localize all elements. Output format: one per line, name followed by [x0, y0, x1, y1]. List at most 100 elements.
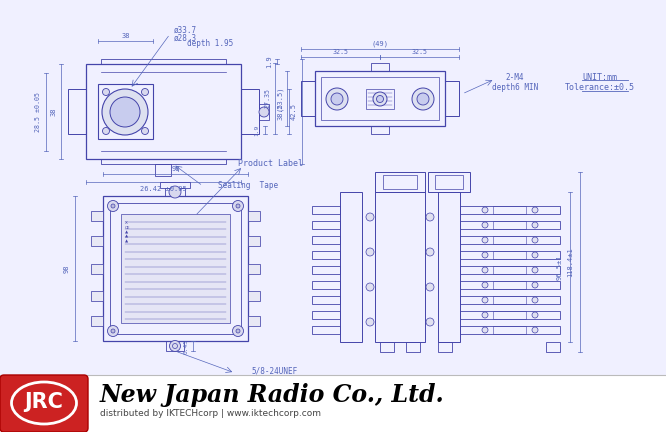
Circle shape: [426, 213, 434, 221]
Text: depth6 MIN: depth6 MIN: [492, 83, 538, 92]
Bar: [248, 316, 260, 326]
Bar: [460, 206, 560, 214]
Text: 1.9: 1.9: [254, 124, 260, 136]
Text: 42.5: 42.5: [291, 103, 297, 120]
Circle shape: [326, 88, 348, 110]
Circle shape: [482, 237, 488, 243]
Bar: [166, 341, 184, 351]
Bar: [312, 236, 340, 244]
Bar: [103, 196, 248, 341]
Bar: [101, 159, 226, 164]
Circle shape: [532, 222, 538, 228]
Bar: [383, 175, 417, 189]
Text: New Japan Radio Co., Ltd.: New Japan Radio Co., Ltd.: [100, 383, 445, 407]
Circle shape: [169, 186, 181, 198]
Bar: [312, 221, 340, 229]
Circle shape: [107, 325, 119, 337]
Bar: [460, 266, 560, 274]
Bar: [160, 182, 190, 188]
Bar: [493, 266, 526, 274]
Bar: [155, 164, 171, 176]
Text: X
CE
▲
▲
▲: X CE ▲ ▲ ▲: [125, 221, 131, 243]
Text: N-Female Connector: N-Female Connector: [233, 377, 316, 385]
Text: 32.5: 32.5: [332, 49, 348, 55]
Bar: [435, 175, 463, 189]
Bar: [301, 81, 315, 116]
Circle shape: [482, 297, 488, 303]
Bar: [312, 251, 340, 259]
Text: 96.5±1: 96.5±1: [557, 254, 563, 280]
Circle shape: [417, 93, 429, 105]
Text: 26.42 ±0.05: 26.42 ±0.05: [140, 186, 187, 192]
Bar: [248, 211, 260, 221]
Bar: [68, 89, 86, 134]
Text: 98: 98: [64, 264, 70, 273]
Circle shape: [532, 282, 538, 288]
Bar: [312, 281, 340, 289]
Circle shape: [111, 329, 115, 333]
Text: Tolerance:±0.5: Tolerance:±0.5: [565, 83, 635, 92]
Bar: [248, 291, 260, 301]
Text: 38.5: 38.5: [278, 103, 284, 120]
Bar: [312, 206, 340, 214]
Circle shape: [103, 127, 109, 134]
Circle shape: [482, 222, 488, 228]
Circle shape: [232, 200, 244, 212]
Circle shape: [170, 340, 180, 352]
Bar: [460, 296, 560, 304]
Circle shape: [482, 327, 488, 333]
Text: 38: 38: [51, 107, 57, 116]
Text: ø28.3: ø28.3: [173, 34, 196, 42]
Bar: [91, 236, 103, 246]
Circle shape: [141, 127, 149, 134]
Text: 0.45: 0.45: [184, 339, 188, 353]
Circle shape: [232, 325, 244, 337]
Circle shape: [366, 283, 374, 291]
Bar: [460, 311, 560, 319]
Circle shape: [141, 89, 149, 95]
Circle shape: [426, 318, 434, 326]
Circle shape: [426, 283, 434, 291]
Circle shape: [107, 200, 119, 212]
Text: 1.9: 1.9: [266, 55, 272, 68]
Bar: [121, 214, 230, 323]
Circle shape: [366, 248, 374, 256]
Text: 118.4±1: 118.4±1: [567, 247, 573, 277]
Bar: [460, 236, 560, 244]
Bar: [321, 77, 439, 120]
Bar: [312, 296, 340, 304]
Bar: [101, 59, 226, 64]
Text: 28.5 ±0.05: 28.5 ±0.05: [35, 92, 41, 132]
Bar: [493, 251, 526, 259]
Text: 38: 38: [121, 33, 130, 39]
Bar: [366, 89, 394, 109]
Bar: [241, 89, 259, 134]
Bar: [340, 192, 362, 342]
FancyBboxPatch shape: [0, 375, 88, 432]
Circle shape: [482, 267, 488, 273]
Bar: [460, 221, 560, 229]
Circle shape: [482, 207, 488, 213]
Circle shape: [373, 92, 387, 106]
Bar: [259, 104, 269, 120]
Bar: [493, 311, 526, 319]
Bar: [91, 316, 103, 326]
Circle shape: [532, 252, 538, 258]
Text: UNIT:mm: UNIT:mm: [583, 73, 617, 82]
Text: 5/8-24UNEF: 5/8-24UNEF: [252, 366, 298, 375]
Circle shape: [103, 89, 109, 95]
Bar: [438, 342, 452, 352]
Circle shape: [532, 267, 538, 273]
Bar: [312, 311, 340, 319]
Bar: [165, 188, 185, 196]
Bar: [248, 236, 260, 246]
Bar: [312, 266, 340, 274]
Bar: [493, 221, 526, 229]
Bar: [110, 203, 241, 334]
Circle shape: [259, 107, 269, 117]
Bar: [91, 291, 103, 301]
Text: 98: 98: [171, 166, 180, 172]
Circle shape: [376, 95, 384, 102]
Circle shape: [236, 204, 240, 208]
Bar: [371, 63, 389, 71]
